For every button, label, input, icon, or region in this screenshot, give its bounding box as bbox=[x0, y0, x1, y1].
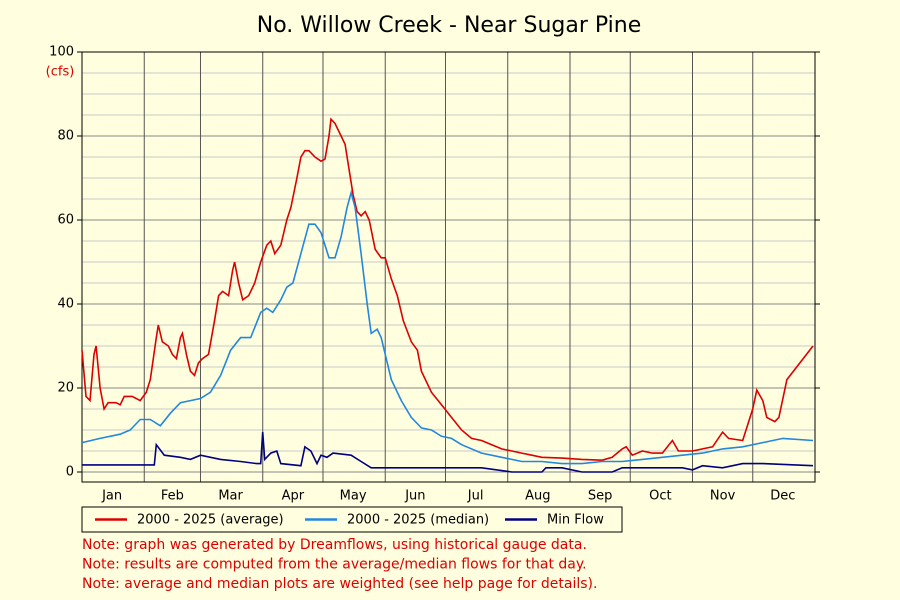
x-tick-label: Feb bbox=[161, 489, 184, 504]
y-tick-label: 0 bbox=[66, 465, 74, 480]
y-tick-label: 40 bbox=[57, 297, 74, 312]
x-tick-label: May bbox=[340, 489, 367, 504]
x-tick-label: Nov bbox=[710, 489, 736, 504]
y-axis-label: (cfs) bbox=[46, 65, 75, 80]
chart-title: No. Willow Creek - Near Sugar Pine bbox=[257, 13, 642, 38]
x-tick-label: Jun bbox=[404, 489, 425, 504]
x-tick-label: Oct bbox=[649, 489, 671, 504]
line-series bbox=[81, 117, 814, 462]
note: Note: graph was generated by Dreamflows,… bbox=[82, 537, 587, 553]
note: Note: results are computed from the aver… bbox=[82, 557, 587, 573]
x-tick-label: Mar bbox=[218, 489, 243, 504]
x-tick-label: Jul bbox=[467, 489, 484, 504]
legend-label: Min Flow bbox=[547, 513, 604, 528]
y-tick-label: 20 bbox=[57, 381, 74, 396]
x-tick-label: Aug bbox=[525, 489, 550, 504]
legend-label: 2000 - 2025 (median) bbox=[347, 513, 489, 528]
plot-frame bbox=[81, 51, 816, 483]
x-tick-label: Jan bbox=[101, 489, 122, 504]
x-tick-label: Apr bbox=[282, 489, 305, 504]
legend-label: 2000 - 2025 (average) bbox=[137, 513, 284, 528]
y-tick-label: 100 bbox=[49, 45, 74, 60]
y-tick-label: 60 bbox=[57, 213, 74, 228]
x-tick-label: Sep bbox=[588, 489, 613, 504]
note: Note: average and median plots are weigh… bbox=[82, 576, 597, 592]
line-series bbox=[82, 432, 814, 473]
x-tick-label: Dec bbox=[770, 489, 795, 504]
y-tick-label: 80 bbox=[57, 129, 74, 144]
line-series bbox=[81, 189, 814, 465]
